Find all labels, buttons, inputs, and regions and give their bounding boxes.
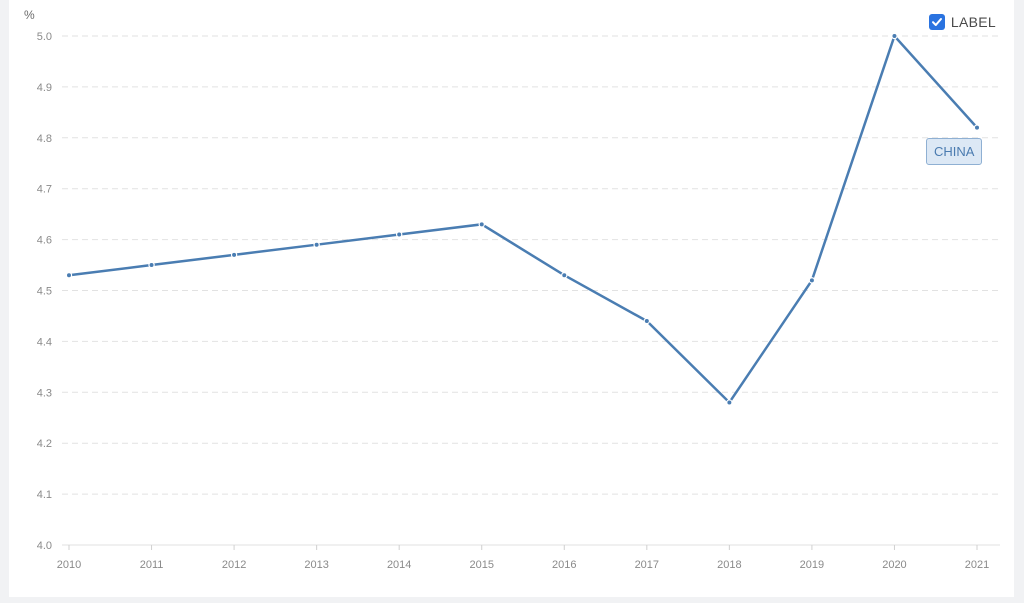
- x-tick-label: 2014: [387, 559, 411, 571]
- x-tick-label: 2015: [469, 559, 493, 571]
- data-point: [65, 272, 73, 279]
- data-point: [230, 251, 238, 259]
- data-point: [891, 32, 898, 40]
- y-tick-label: 4.1: [37, 489, 52, 501]
- y-tick-label: 4.6: [37, 235, 52, 247]
- y-tick-label: 4.0: [37, 540, 52, 552]
- data-point: [643, 317, 651, 325]
- series-end-label: CHINA: [926, 137, 983, 165]
- x-tick-label: 2017: [635, 559, 659, 571]
- data-point: [808, 277, 816, 284]
- x-tick-label: 2013: [304, 559, 328, 571]
- y-tick-label: 4.7: [37, 184, 52, 196]
- data-point: [726, 399, 733, 406]
- x-tick-label: 2016: [552, 559, 576, 571]
- frame-edge-left: [0, 0, 9, 603]
- data-point: [148, 261, 155, 269]
- x-tick-label: 2012: [222, 559, 246, 571]
- data-point: [313, 241, 320, 248]
- legend-label-toggle[interactable]: LABEL: [928, 14, 996, 30]
- series-line: [68, 33, 978, 405]
- y-tick-label: 5.0: [37, 31, 52, 43]
- data-point: [478, 221, 485, 228]
- y-tick-label: 4.4: [37, 336, 52, 348]
- x-tick-label: 2018: [717, 559, 741, 571]
- data-point: [561, 272, 568, 279]
- y-tick-label: 4.9: [37, 82, 52, 94]
- y-axis-unit: %: [24, 8, 35, 22]
- frame-edge-bottom: [0, 597, 1024, 603]
- x-tick-label: 2021: [965, 559, 989, 571]
- x-tick-label: 2010: [57, 559, 81, 571]
- data-point: [973, 124, 981, 131]
- y-tick-label: 4.2: [37, 438, 52, 450]
- checkbox-checked-icon[interactable]: [928, 14, 945, 30]
- y-tick-label: 4.3: [37, 387, 52, 399]
- x-tick-label: 2019: [800, 559, 824, 571]
- x-tick-label: 2011: [140, 559, 164, 571]
- y-tick-label: 4.8: [37, 133, 52, 145]
- frame-edge-right: [1014, 0, 1024, 603]
- data-point: [395, 231, 403, 238]
- y-tick-label: 4.5: [37, 286, 52, 298]
- x-tick-label: 2020: [882, 559, 906, 571]
- legend-label-text: LABEL: [950, 14, 996, 30]
